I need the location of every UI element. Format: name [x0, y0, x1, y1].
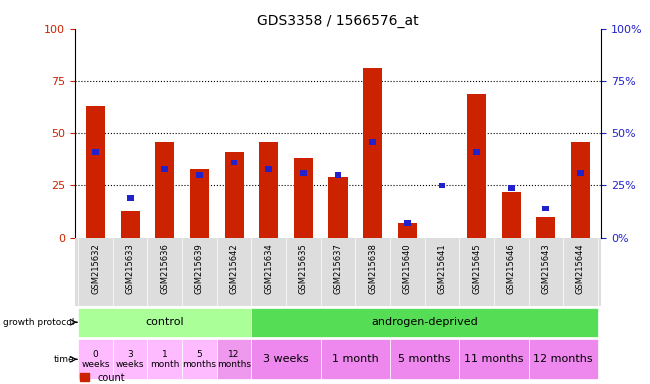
- Bar: [127, 195, 133, 201]
- Bar: [252, 308, 598, 337]
- Text: GSM215644: GSM215644: [576, 243, 585, 294]
- Bar: [543, 205, 549, 212]
- Bar: [398, 223, 417, 238]
- Bar: [182, 339, 216, 379]
- Text: GSM215636: GSM215636: [161, 243, 169, 294]
- Text: GSM215638: GSM215638: [368, 243, 377, 294]
- Text: GSM215637: GSM215637: [333, 243, 343, 294]
- Bar: [536, 217, 555, 238]
- Bar: [161, 166, 168, 172]
- Bar: [78, 339, 113, 379]
- Bar: [577, 170, 584, 176]
- Text: GSM215640: GSM215640: [403, 243, 412, 294]
- Bar: [92, 149, 99, 155]
- Text: androgen-deprived: androgen-deprived: [371, 317, 478, 327]
- Bar: [121, 210, 140, 238]
- Bar: [328, 177, 348, 238]
- Legend: count, percentile rank within the sample: count, percentile rank within the sample: [79, 372, 262, 384]
- Text: growth protocol: growth protocol: [3, 318, 74, 327]
- Bar: [369, 139, 376, 144]
- Bar: [439, 182, 445, 189]
- Text: GSM215641: GSM215641: [437, 243, 447, 294]
- Text: 5
months: 5 months: [183, 349, 216, 369]
- Bar: [508, 185, 515, 190]
- Bar: [473, 149, 480, 155]
- Bar: [502, 192, 521, 238]
- Text: 3
weeks: 3 weeks: [116, 349, 144, 369]
- Bar: [460, 339, 528, 379]
- Bar: [231, 160, 237, 166]
- Text: time: time: [53, 355, 74, 364]
- Bar: [86, 106, 105, 238]
- Text: GSM215645: GSM215645: [472, 243, 481, 294]
- Text: GSM215643: GSM215643: [541, 243, 551, 294]
- Text: 12 months: 12 months: [534, 354, 593, 364]
- Bar: [404, 220, 411, 226]
- Bar: [300, 170, 307, 176]
- Text: GSM215646: GSM215646: [507, 243, 515, 294]
- Bar: [78, 308, 252, 337]
- Bar: [252, 339, 320, 379]
- Bar: [571, 142, 590, 238]
- Text: GSM215634: GSM215634: [264, 243, 273, 294]
- Bar: [320, 339, 390, 379]
- Bar: [196, 172, 203, 178]
- Text: 1
month: 1 month: [150, 349, 179, 369]
- Text: GSM215639: GSM215639: [195, 243, 204, 294]
- Bar: [335, 172, 341, 178]
- Text: 1 month: 1 month: [332, 354, 379, 364]
- Bar: [265, 166, 272, 172]
- Bar: [148, 339, 182, 379]
- Bar: [467, 94, 486, 238]
- Text: 5 months: 5 months: [398, 354, 451, 364]
- Title: GDS3358 / 1566576_at: GDS3358 / 1566576_at: [257, 14, 419, 28]
- Text: 0
weeks: 0 weeks: [81, 349, 110, 369]
- Bar: [528, 339, 598, 379]
- Text: GSM215633: GSM215633: [125, 243, 135, 294]
- Bar: [294, 158, 313, 238]
- Text: GSM215632: GSM215632: [91, 243, 100, 294]
- Text: 3 weeks: 3 weeks: [263, 354, 309, 364]
- Bar: [216, 339, 252, 379]
- Bar: [259, 142, 278, 238]
- Text: 12
months: 12 months: [217, 349, 251, 369]
- Bar: [155, 142, 174, 238]
- Bar: [390, 339, 460, 379]
- Bar: [190, 169, 209, 238]
- Text: GSM215635: GSM215635: [299, 243, 308, 294]
- Bar: [363, 68, 382, 238]
- Bar: [113, 339, 148, 379]
- Text: 11 months: 11 months: [464, 354, 524, 364]
- Text: GSM215642: GSM215642: [229, 243, 239, 294]
- Text: control: control: [146, 317, 184, 327]
- Bar: [224, 152, 244, 238]
